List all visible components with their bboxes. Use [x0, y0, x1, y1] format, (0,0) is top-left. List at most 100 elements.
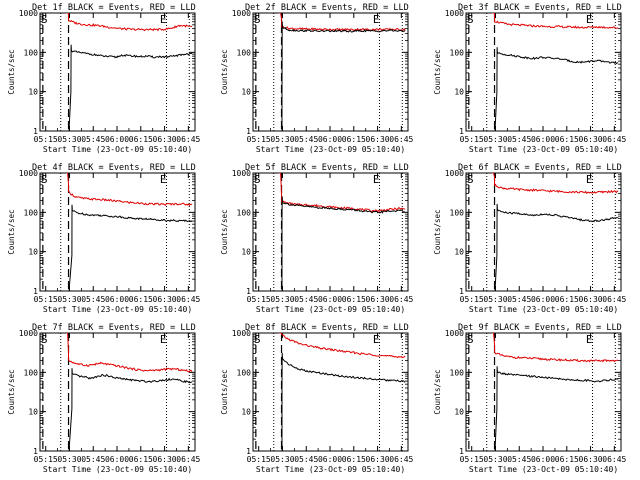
end-marker-label: E [586, 13, 593, 26]
x-tick-label: 06:45 [389, 455, 413, 464]
data-series [65, 333, 193, 451]
end-marker-label: E [373, 173, 380, 186]
y-tick-label: 1000 [232, 169, 251, 178]
x-tick-label: 06:15 [342, 455, 366, 464]
x-tick-label: 06:45 [389, 135, 413, 144]
y-tick-label: 1 [33, 287, 38, 296]
x-axis-label: Start Time (23-Oct-09 05:10:40) [43, 465, 192, 474]
panel-title: Det 5f BLACK = Events, RED = LLD [245, 163, 409, 173]
x-tick-label: 06:15 [555, 135, 579, 144]
end-marker-label: E [160, 13, 167, 26]
y-tick-label: 1 [459, 447, 464, 456]
y-tick-label: 100 [450, 208, 465, 217]
end-marker-label: E [373, 13, 380, 26]
x-axis-label: Start Time (23-Oct-09 05:10:40) [469, 305, 618, 314]
panel-title: Det 8f BLACK = Events, RED = LLD [245, 323, 409, 333]
x-tick-label: 06:45 [176, 135, 200, 144]
y-tick-label: 1000 [19, 9, 38, 18]
x-axis-label: Start Time (23-Oct-09 05:10:40) [469, 145, 618, 154]
x-tick-label: 05:45 [294, 135, 318, 144]
y-tick-label: 1000 [445, 329, 464, 338]
detector-panel-5: Det 5f BLACK = Events, RED = LLD 1 10 100 10… [220, 163, 414, 314]
x-tick-label: 06:15 [342, 295, 366, 304]
panel-title: Det 3f BLACK = Events, RED = LLD [458, 3, 622, 13]
detector-panel-7: Det 7f BLACK = Events, RED = LLD 1 10 100 10… [7, 323, 201, 474]
red-lld-line [278, 333, 406, 359]
x-tick-label: 06:15 [129, 135, 153, 144]
y-tick-label: 100 [24, 48, 39, 57]
detector-panel-9: Det 9f BLACK = Events, RED = LLD 1 10 100 10… [433, 323, 627, 474]
x-axis-label: Start Time (23-Oct-09 05:10:40) [256, 305, 405, 314]
data-series [278, 13, 406, 131]
black-events-line [494, 366, 619, 451]
black-events-line [68, 368, 193, 451]
start-marker-label: S [41, 333, 48, 346]
x-tick-label: 06:00 [318, 295, 342, 304]
x-tick-label: 06:00 [531, 295, 555, 304]
start-marker-label: S [254, 13, 261, 26]
y-tick-label: 10 [28, 88, 38, 97]
red-lld-line [491, 13, 619, 29]
x-tick-label: 05:30 [483, 455, 507, 464]
x-tick-label: 05:30 [270, 455, 294, 464]
y-axis-label: Counts/sec [220, 49, 229, 94]
x-tick-label: 06:30 [153, 135, 177, 144]
data-series [65, 173, 193, 291]
panel-title: Det 9f BLACK = Events, RED = LLD [458, 323, 622, 333]
panel-title: Det 6f BLACK = Events, RED = LLD [458, 163, 622, 173]
y-tick-label: 10 [241, 248, 251, 257]
data-series [278, 333, 406, 451]
y-axis-label: Counts/sec [7, 49, 16, 94]
y-tick-label: 1 [459, 287, 464, 296]
plot-frame [252, 172, 409, 292]
detector-panel-4: Det 4f BLACK = Events, RED = LLD 1 10 100 10… [7, 163, 201, 314]
end-marker-label: E [373, 333, 380, 346]
plot-frame [465, 332, 622, 452]
x-tick-label: 06:00 [105, 135, 129, 144]
black-events-line [281, 196, 406, 291]
red-lld-line [491, 333, 619, 363]
data-series [491, 13, 619, 131]
x-tick-label: 05:30 [270, 135, 294, 144]
x-tick-label: 06:15 [342, 135, 366, 144]
y-axis-label: Counts/sec [433, 209, 442, 254]
start-marker-label: S [41, 173, 48, 186]
x-tick-label: 05:15 [247, 295, 271, 304]
y-tick-label: 1 [246, 287, 251, 296]
x-tick-label: 05:15 [247, 455, 271, 464]
x-tick-label: 05:30 [270, 295, 294, 304]
x-tick-label: 05:45 [81, 295, 105, 304]
plot-frame [39, 12, 196, 132]
x-tick-label: 06:15 [129, 455, 153, 464]
x-tick-label: 06:45 [602, 455, 626, 464]
x-tick-label: 06:30 [579, 295, 603, 304]
red-lld-line [65, 13, 193, 32]
data-series [278, 173, 406, 291]
x-tick-label: 06:30 [153, 295, 177, 304]
x-tick-label: 05:45 [81, 455, 105, 464]
y-axis-label: Counts/sec [7, 209, 16, 254]
x-tick-label: 06:30 [366, 135, 390, 144]
y-tick-label: 1000 [232, 9, 251, 18]
x-tick-label: 06:30 [579, 135, 603, 144]
x-tick-label: 05:30 [483, 135, 507, 144]
x-tick-label: 06:30 [366, 455, 390, 464]
y-tick-label: 100 [24, 368, 39, 377]
x-tick-label: 05:45 [507, 295, 531, 304]
x-tick-label: 06:00 [318, 135, 342, 144]
y-tick-label: 100 [237, 48, 252, 57]
y-axis-label: Counts/sec [7, 369, 16, 414]
x-tick-label: 06:30 [579, 455, 603, 464]
panel-title: Det 7f BLACK = Events, RED = LLD [32, 323, 196, 333]
panel-title: Det 4f BLACK = Events, RED = LLD [32, 163, 196, 173]
start-marker-label: S [41, 13, 48, 26]
x-tick-label: 05:30 [483, 295, 507, 304]
y-tick-label: 10 [454, 408, 464, 417]
x-tick-label: 05:45 [507, 455, 531, 464]
x-tick-label: 06:30 [366, 295, 390, 304]
data-series [491, 173, 619, 291]
y-tick-label: 10 [28, 248, 38, 257]
detector-panel-3: Det 3f BLACK = Events, RED = LLD 1 10 100 10… [433, 3, 627, 154]
black-events-line [68, 204, 193, 291]
y-tick-label: 10 [241, 88, 251, 97]
